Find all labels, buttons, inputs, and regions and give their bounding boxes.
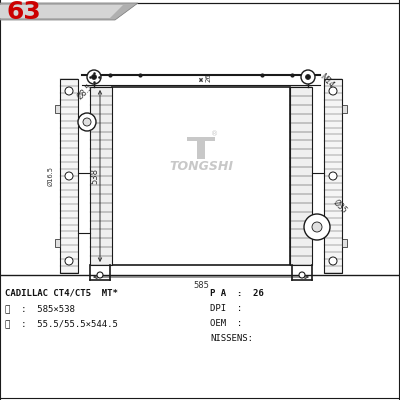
Circle shape [299,272,305,278]
Text: NISSENS:: NISSENS: [210,334,253,343]
Text: TONGSHI: TONGSHI [169,160,233,173]
Circle shape [97,272,103,278]
Bar [112,87,290,265]
Circle shape [65,172,73,180]
Bar [60,79,78,273]
Polygon shape [0,3,138,20]
Bar [55,105,60,113]
Polygon shape [0,5,123,18]
Circle shape [329,87,337,95]
Text: OEM  :: OEM : [210,319,242,328]
Text: 尺  :  585×538: 尺 : 585×538 [5,304,75,313]
Text: DPI  :: DPI : [210,304,242,313]
Text: M14: M14 [318,72,336,90]
Text: P A  :  26: P A : 26 [210,289,264,298]
Circle shape [329,257,337,265]
Text: 筒  :  55.5/55.5×544.5: 筒 : 55.5/55.5×544.5 [5,319,118,328]
Circle shape [304,214,330,240]
Text: 585: 585 [193,280,209,290]
Text: Ø8.5: Ø8.5 [76,82,94,101]
Text: CADILLAC CT4/CT5  MT*: CADILLAC CT4/CT5 MT* [5,289,118,298]
Circle shape [329,172,337,180]
Text: ®: ® [212,132,218,138]
Circle shape [78,113,96,131]
Bar [342,105,347,113]
Bar [90,87,112,265]
Bar [342,239,347,247]
Bar [55,239,60,247]
Bar [290,87,312,265]
Text: Ø16.5: Ø16.5 [48,166,54,186]
Text: 63: 63 [6,0,41,24]
Circle shape [65,87,73,95]
Circle shape [83,118,91,126]
Text: 538: 538 [90,168,100,184]
Circle shape [301,70,315,84]
Circle shape [65,257,73,265]
Text: 26: 26 [206,74,212,82]
Circle shape [92,74,96,80]
Bar [324,79,342,273]
Circle shape [87,70,101,84]
Text: Ø35: Ø35 [331,198,349,216]
Polygon shape [187,137,215,159]
Circle shape [306,74,310,80]
Circle shape [312,222,322,232]
